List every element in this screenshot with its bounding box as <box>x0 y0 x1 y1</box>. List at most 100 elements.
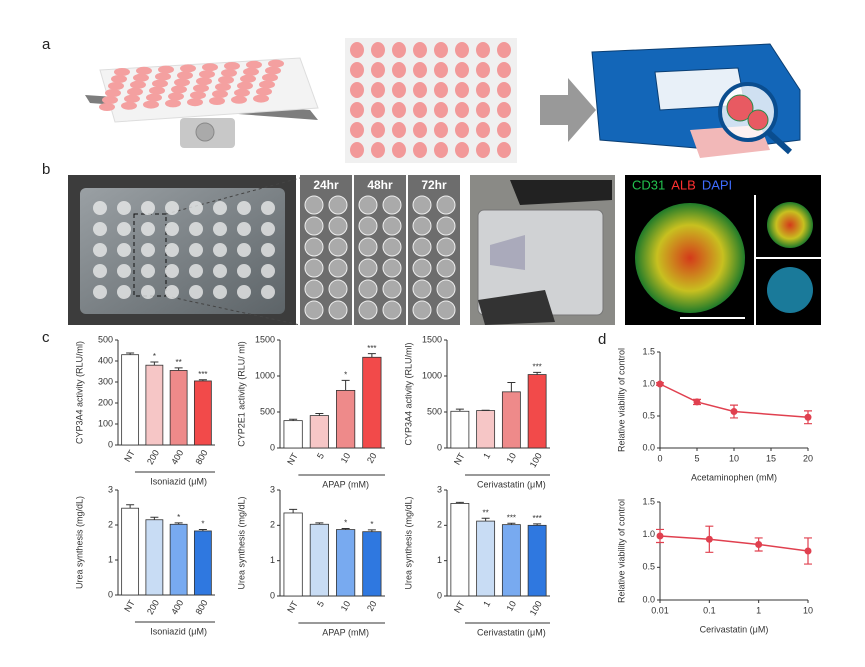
well <box>436 237 456 257</box>
well <box>413 102 427 118</box>
y-tick-label: 1 <box>108 554 113 564</box>
x-tick-label: 20 <box>803 453 813 463</box>
x-tick-label: 800 <box>193 598 209 616</box>
error-bar <box>367 529 376 532</box>
well <box>221 69 237 77</box>
well <box>358 216 378 236</box>
well <box>213 222 227 236</box>
spheroid-image <box>767 267 813 313</box>
y-tick-label: 3 <box>108 484 113 494</box>
well <box>117 285 131 299</box>
bar <box>169 370 188 446</box>
stain-label: ALB <box>671 177 696 192</box>
well <box>237 264 251 278</box>
well <box>434 122 448 138</box>
well <box>190 91 206 100</box>
well <box>382 195 402 215</box>
well <box>127 87 143 96</box>
x-axis-label: APAP (mM) <box>322 627 369 637</box>
well <box>455 122 469 138</box>
well <box>141 264 155 278</box>
well <box>189 201 203 215</box>
y-tick-label: 1 <box>437 555 442 565</box>
bar <box>145 519 164 596</box>
bar <box>309 415 329 449</box>
x-tick-label: 10 <box>729 453 739 463</box>
well <box>371 122 385 138</box>
well <box>117 222 131 236</box>
y-tick-label: 0.0 <box>642 594 655 604</box>
well <box>412 195 432 215</box>
y-axis-label: CYP3A4 activity (RLU/ml) <box>74 341 84 444</box>
x-tick-label: NT <box>285 599 300 615</box>
well <box>174 78 190 87</box>
x-tick-label: 1 <box>481 451 492 460</box>
x-tick-label: 20 <box>365 451 379 465</box>
well <box>413 62 427 78</box>
well <box>124 94 140 103</box>
well <box>455 102 469 118</box>
bar <box>169 523 188 596</box>
spheroid <box>726 94 754 122</box>
well <box>165 99 181 108</box>
error-bar <box>341 379 350 391</box>
well <box>392 42 406 58</box>
stain-label: DAPI <box>702 177 732 192</box>
x-tick-label: 1 <box>481 599 492 608</box>
well <box>261 222 275 236</box>
well <box>199 70 215 79</box>
bar <box>121 354 140 446</box>
x-tick-label: 10 <box>504 599 518 613</box>
x-tick-label: 100 <box>528 451 544 469</box>
well <box>358 258 378 278</box>
well <box>476 122 490 138</box>
zoom-line <box>165 295 301 326</box>
well <box>350 122 364 138</box>
well <box>261 201 275 215</box>
well <box>371 102 385 118</box>
well <box>152 79 168 88</box>
bar <box>193 380 212 446</box>
well <box>237 243 251 257</box>
y-tick-label: 0 <box>108 439 113 449</box>
well <box>93 243 107 257</box>
x-tick-label: 5 <box>315 599 326 608</box>
well <box>189 243 203 257</box>
y-axis-label: CYP3A4 activity (RLU/ml) <box>403 342 413 445</box>
bar <box>336 389 356 449</box>
y-tick-label: 1500 <box>255 334 275 344</box>
x-axis-label: Acetaminophen (mM) <box>691 472 777 482</box>
error-bar <box>289 418 298 421</box>
laptop <box>510 180 612 205</box>
well <box>455 42 469 58</box>
well <box>436 216 456 236</box>
x-tick-label: 10 <box>339 599 353 613</box>
bar <box>283 420 303 449</box>
zoom-line <box>165 177 301 215</box>
arrow <box>540 78 596 142</box>
well <box>165 243 179 257</box>
well <box>436 300 456 320</box>
well <box>213 285 227 299</box>
well <box>304 195 324 215</box>
x-axis-label: APAP (mM) <box>322 479 369 489</box>
well <box>392 142 406 158</box>
stand-knob <box>195 122 215 142</box>
line <box>659 535 809 552</box>
well <box>189 264 203 278</box>
significance: ** <box>176 358 182 367</box>
well <box>413 82 427 98</box>
well <box>261 243 275 257</box>
well <box>237 222 251 236</box>
well <box>105 89 121 97</box>
well <box>497 102 511 118</box>
well <box>213 243 227 257</box>
well <box>436 195 456 215</box>
spheroid <box>747 109 769 131</box>
x-tick-label: 5 <box>694 453 699 463</box>
error-bar <box>507 522 516 525</box>
well <box>146 93 162 102</box>
well <box>165 222 179 236</box>
error-bar <box>533 523 542 526</box>
